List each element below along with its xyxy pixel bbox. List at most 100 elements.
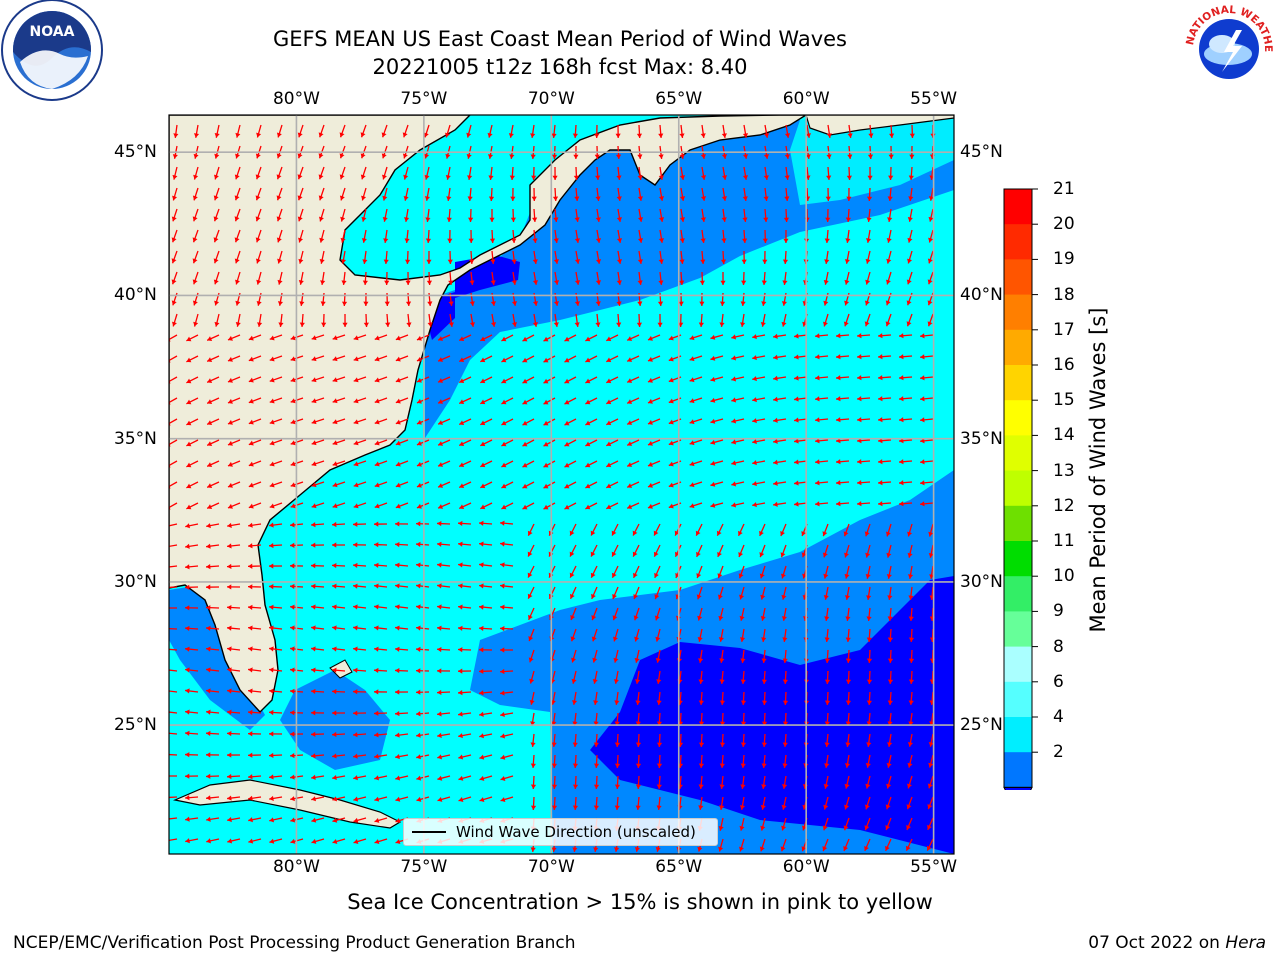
wind-arrow-head <box>186 483 192 489</box>
wind-arrow-head <box>668 377 674 383</box>
colorbar-segment <box>1004 752 1032 788</box>
wind-arrow-head <box>290 419 296 425</box>
wind-arrow-head <box>592 679 598 684</box>
wind-arrow-head <box>374 503 380 509</box>
wind-arrow-head <box>761 679 767 684</box>
wind-arrow-head <box>572 763 579 768</box>
wind-arrow-head <box>297 216 303 222</box>
wind-arrow-head <box>332 710 337 716</box>
wind-arrow-head <box>416 583 421 589</box>
wind-arrow-head <box>752 397 757 403</box>
wind-arrow-head <box>206 543 211 549</box>
wind-arrow-head <box>606 357 612 363</box>
wind-arrow-head <box>466 153 472 159</box>
wind-arrow-head <box>742 238 748 243</box>
wind-arrow-head <box>164 544 169 549</box>
wind-arrow-head <box>185 667 190 673</box>
wind-arrow-head <box>845 742 851 747</box>
region-gulf-coast <box>169 585 265 730</box>
wind-arrow-head <box>824 238 830 243</box>
wind-arrow-head <box>269 752 274 758</box>
wind-arrow-head <box>290 646 295 652</box>
wind-arrow-head <box>606 504 612 510</box>
wind-arrow-head <box>794 438 799 444</box>
wind-arrow-head <box>437 521 442 527</box>
wind-arrow-head <box>920 459 925 465</box>
wind-arrow-head <box>543 504 549 510</box>
wind-arrow-head <box>207 378 213 383</box>
wind-arrow-head <box>490 322 497 327</box>
wind-arrow-head <box>257 322 263 327</box>
wind-arrow-head <box>395 732 400 738</box>
wind-arrow-head <box>395 689 400 695</box>
wind-arrow-head <box>374 753 379 759</box>
wind-arrow-head <box>256 300 262 306</box>
wind-arrow-head <box>569 572 575 578</box>
wind-arrow-head <box>374 335 380 341</box>
wind-arrow-head <box>899 417 904 423</box>
wind-arrow-head <box>696 551 701 557</box>
wind-arrow-head <box>185 523 190 529</box>
wind-arrow-head <box>857 375 862 381</box>
colorbar-tick-label: 18 <box>1053 284 1075 305</box>
wind-arrow-head <box>269 563 274 569</box>
wind-arrow-head <box>479 562 484 568</box>
wind-arrow-head <box>353 775 358 781</box>
wind-arrow-head <box>206 752 211 758</box>
wind-arrow-head <box>332 461 338 467</box>
wind-arrow-head <box>878 333 883 339</box>
wind-arrow-head <box>594 154 600 159</box>
wind-arrow-head <box>522 441 528 447</box>
wind-arrow-head <box>276 237 282 243</box>
wind-arrow-head <box>416 482 422 488</box>
wind-arrow-head <box>353 796 359 802</box>
wind-arrow-head <box>255 258 261 264</box>
wind-arrow-head <box>459 357 465 362</box>
wind-arrow <box>169 502 178 509</box>
wind-arrow-head <box>332 398 338 404</box>
wind-arrow-head <box>908 679 915 684</box>
wind-arrow-head <box>656 679 662 684</box>
wind-arrow-head <box>679 196 686 201</box>
wind-arrow-head <box>342 322 348 327</box>
wind-arrow <box>169 334 178 341</box>
wind-arrow-head <box>341 301 348 306</box>
wind-arrow-head <box>920 501 925 507</box>
wind-arrow-head <box>885 321 891 327</box>
wind-arrow-head <box>909 154 915 159</box>
wind-arrow-head <box>479 541 484 547</box>
wind-arrow-head <box>269 398 275 404</box>
wind-arrow-head <box>522 420 528 426</box>
wind-arrow-head <box>416 440 422 446</box>
wind-arrow-head <box>836 333 841 339</box>
wind-arrow-head <box>614 700 620 705</box>
wind-arrow-head <box>437 625 442 631</box>
wind-arrow-head <box>384 280 390 285</box>
wind-arrow-head <box>248 503 254 509</box>
colorbar-frame <box>1003 188 1033 788</box>
wind-arrow-head <box>655 847 661 852</box>
lon-tick-label-bot: 80°W <box>272 857 320 877</box>
map-subtitle: 20221005 t12z 168h fcst Max: 8.40 <box>372 55 748 79</box>
wind-arrow-head <box>395 419 401 425</box>
wind-arrow-head <box>353 604 358 610</box>
wind-arrow-head <box>593 784 600 789</box>
wind-arrow-head <box>718 615 724 621</box>
wind-arrow-head <box>374 482 380 488</box>
wind-arrow-head <box>773 438 778 444</box>
wind-arrow-head <box>319 237 325 243</box>
wind-arrow-head <box>739 805 745 810</box>
wind-arrow-head <box>248 335 254 341</box>
wind-arrow-head <box>311 503 317 509</box>
wind-arrow-head <box>570 636 576 642</box>
wind-arrow-head <box>585 462 591 468</box>
noaa-logo-text: NOAA <box>30 24 75 40</box>
wind-arrow-head <box>731 334 737 340</box>
wind-arrow-head <box>823 321 828 327</box>
wind-arrow-head <box>353 710 358 716</box>
wind-arrow-head <box>822 531 828 537</box>
wind-arrow-head <box>459 420 465 425</box>
wind-arrow-head <box>248 604 253 610</box>
wind-arrow-head <box>353 732 358 738</box>
wind-arrow-head <box>311 625 316 631</box>
